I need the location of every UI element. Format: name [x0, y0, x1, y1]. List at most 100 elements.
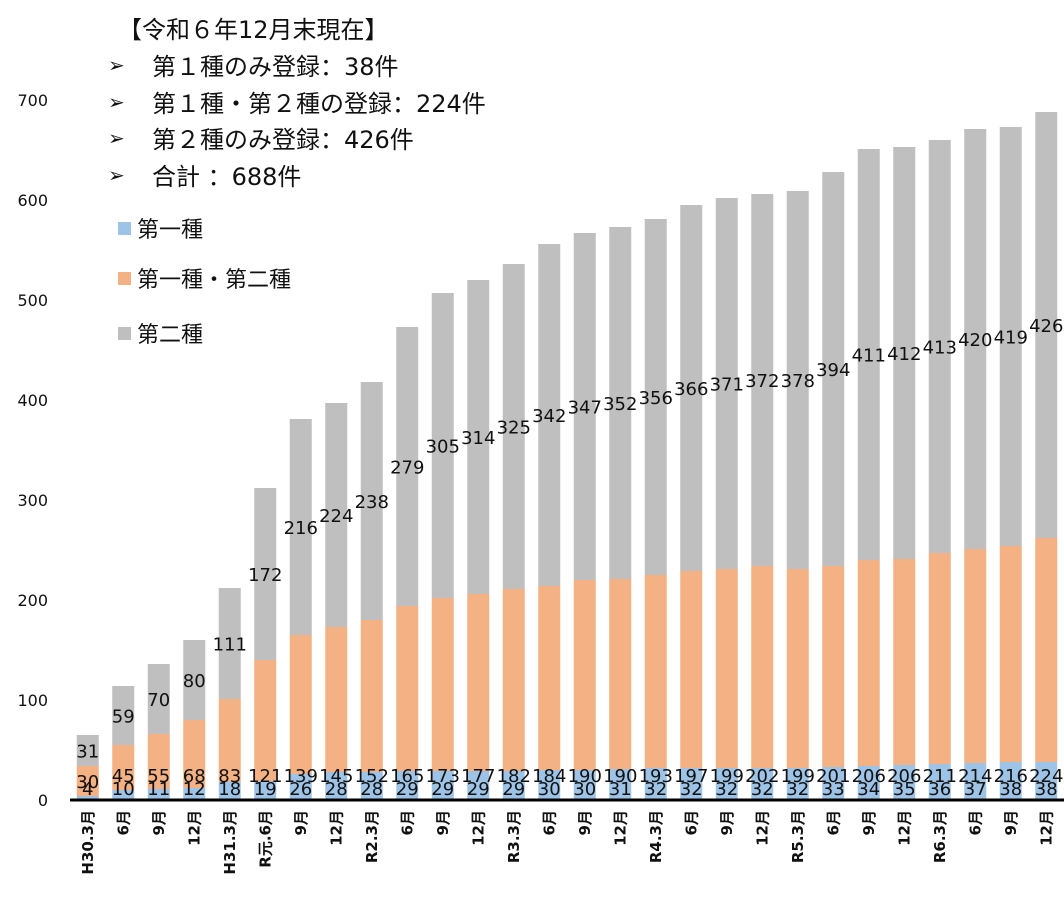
- bar-segment: [396, 606, 419, 771]
- bar-segment: [325, 627, 348, 772]
- bar-segment: [431, 293, 454, 598]
- bar-segment: [76, 735, 99, 766]
- bar-segment: [147, 664, 170, 734]
- value-label: 214: [958, 766, 992, 787]
- annotation-title: 【令和６年12月末現在】: [118, 16, 389, 44]
- bar-segment: [396, 771, 419, 800]
- value-label: 356: [639, 388, 673, 409]
- annotation-item: ➢ 合計 ：688件: [108, 157, 301, 192]
- bar-segment: [751, 566, 774, 768]
- value-label: 165: [390, 766, 424, 787]
- value-label: 342: [532, 406, 566, 427]
- bar-segment: [360, 620, 383, 772]
- value-label: 325: [497, 418, 531, 439]
- bar-segment: [112, 686, 135, 745]
- bar-segment: [502, 589, 525, 771]
- value-label: 411: [852, 346, 886, 367]
- value-label: 224: [1029, 766, 1063, 787]
- value-label: 31: [609, 779, 632, 800]
- bar-segment: [928, 553, 951, 764]
- bar-segment: [218, 588, 241, 699]
- legend-item-both-classes: 第一種・第二種: [118, 262, 291, 294]
- bar-segment: [644, 768, 667, 800]
- bar-segment: [467, 280, 490, 594]
- arrow-bullet-icon: ➢: [108, 52, 125, 77]
- annotation-text: 第１種のみ登録：38件: [152, 53, 399, 81]
- bar-segment: [609, 227, 632, 579]
- bar-segment: [751, 194, 774, 566]
- value-label: 426: [1029, 316, 1063, 337]
- value-label: 80: [183, 671, 206, 692]
- value-label: 59: [112, 707, 135, 728]
- value-label: 30: [538, 779, 561, 800]
- x-tick-label: 9月: [1002, 810, 1020, 835]
- bar-segment: [183, 720, 206, 788]
- value-label: 121: [248, 766, 282, 787]
- x-tick-label: 12月: [469, 810, 487, 846]
- bar-segment: [964, 549, 987, 763]
- bar-segment: [538, 586, 561, 770]
- bar-segment: [928, 764, 951, 800]
- bar-segment: [1035, 538, 1058, 762]
- x-tick-label: R4.3月: [647, 810, 665, 863]
- value-label: 193: [639, 766, 673, 787]
- legend-item-second-class: 第二種: [118, 317, 203, 349]
- value-label: 26: [289, 779, 312, 800]
- bar-segment: [112, 790, 135, 800]
- value-label: 352: [603, 394, 637, 415]
- value-label: 314: [461, 428, 495, 449]
- bar-segment: [538, 770, 561, 800]
- legend-swatch: [118, 326, 131, 340]
- annotation-item: ➢ 第２種のみ登録：426件: [108, 120, 414, 155]
- bar-segment: [218, 782, 241, 800]
- value-label: 139: [284, 766, 318, 787]
- value-label: 366: [674, 379, 708, 400]
- bar-segment: [112, 745, 135, 790]
- bar-segment: [254, 660, 277, 781]
- bar-segment: [431, 598, 454, 771]
- x-tick-label: R6.3月: [931, 810, 949, 863]
- bar-segment: [715, 198, 738, 569]
- value-label: 18: [218, 779, 241, 800]
- value-label: 201: [816, 766, 850, 787]
- arrow-bullet-icon: ➢: [108, 125, 125, 150]
- x-tick-label: 12月: [327, 810, 345, 846]
- value-label: 32: [644, 779, 667, 800]
- value-label: 31: [76, 742, 99, 763]
- bar-segment: [573, 770, 596, 800]
- value-label: 19: [254, 779, 277, 800]
- y-tick-label: 100: [17, 691, 48, 710]
- value-label: 83: [218, 766, 241, 787]
- value-label: 12: [183, 779, 206, 800]
- y-tick-label: 700: [17, 91, 48, 110]
- bar-segment: [644, 219, 667, 575]
- x-tick-label: 12月: [185, 810, 203, 846]
- bar-segment: [396, 327, 419, 606]
- value-label: 279: [390, 458, 424, 479]
- bar-segment: [822, 566, 845, 767]
- bar-segment: [147, 789, 170, 800]
- value-label: 30: [573, 779, 596, 800]
- value-label: 420: [958, 330, 992, 351]
- legend-swatch: [118, 221, 131, 235]
- value-label: 371: [710, 375, 744, 396]
- annotation-item: ➢ 第１種・第２種の登録：224件: [108, 84, 486, 119]
- bar-segment: [289, 635, 312, 774]
- bar-segment: [254, 781, 277, 800]
- bar-segment: [502, 264, 525, 589]
- value-label: 372: [745, 371, 779, 392]
- value-label: 38: [1035, 779, 1058, 800]
- bar-segment: [538, 244, 561, 586]
- y-axis: 0 100 200 300 400 500 600 700: [17, 91, 48, 810]
- bar-segment: [786, 191, 809, 569]
- bar-segment: [857, 766, 880, 800]
- value-label: 10: [112, 779, 135, 800]
- bar-segment: [360, 382, 383, 620]
- value-label: 4: [82, 779, 93, 800]
- bar-segment: [680, 571, 703, 768]
- y-tick-label: 600: [17, 191, 48, 210]
- bar-segment: [680, 768, 703, 800]
- x-tick-label: 6月: [824, 810, 842, 835]
- legend-label: 第一種・第二種: [137, 268, 292, 293]
